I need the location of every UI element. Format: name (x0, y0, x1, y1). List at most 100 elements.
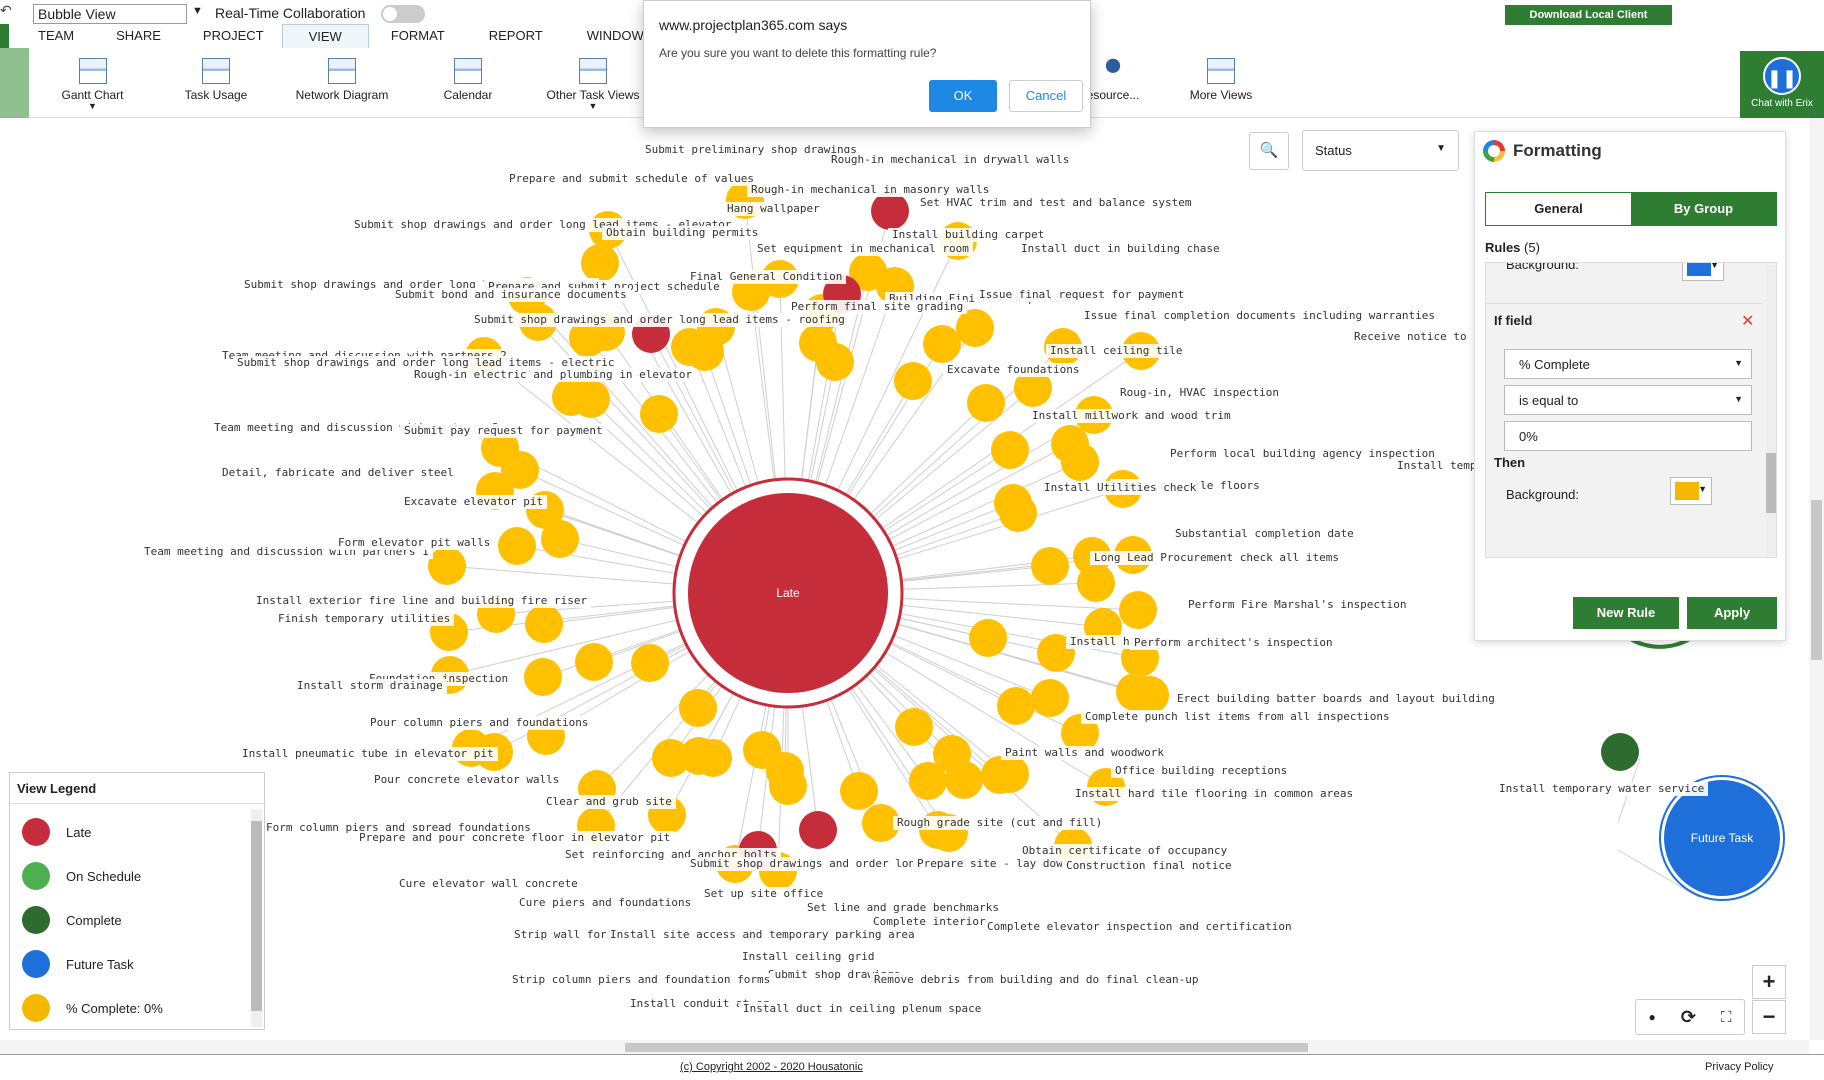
task-bubble[interactable] (1119, 591, 1157, 629)
bubble-canvas[interactable]: Late Future Task Submit preliminary shop … (0, 118, 1824, 1058)
fullscreen-icon[interactable]: ⛶ (1720, 1008, 1732, 1026)
task-bubble[interactable] (428, 547, 466, 585)
close-icon[interactable]: ✕ (1741, 313, 1755, 330)
task-label: Long Lead Procurement check all items (1090, 551, 1344, 565)
realtime-toggle[interactable] (381, 5, 425, 23)
task-bubble[interactable] (743, 731, 781, 769)
zoom-out-button[interactable]: − (1752, 1000, 1786, 1034)
rules-scrollbar[interactable] (1766, 265, 1776, 555)
future-group-bubble[interactable] (1664, 780, 1780, 896)
download-local-client-button[interactable]: Download Local Client (1505, 5, 1672, 25)
menu-share[interactable]: SHARE (116, 28, 161, 43)
horizontal-scrollbar-thumb[interactable] (625, 1043, 1308, 1052)
menu-project[interactable]: PROJECT (202, 28, 264, 43)
background-color-picker-top[interactable]: ▼ (1682, 263, 1724, 281)
legend-scrollbar-thumb[interactable] (251, 821, 262, 1011)
view-select[interactable]: Bubble View (33, 4, 187, 24)
task-bubble[interactable] (816, 343, 854, 381)
late-group-bubble[interactable] (688, 493, 888, 693)
task-bubble[interactable] (1031, 547, 1069, 585)
task-bubble[interactable] (694, 739, 732, 777)
task-bubble[interactable] (997, 687, 1035, 725)
network-diagram-button[interactable]: Network Diagram (292, 58, 392, 102)
task-usage-button[interactable]: Task Usage (180, 58, 252, 102)
menu-report[interactable]: REPORT (488, 28, 543, 43)
task-bubble[interactable] (923, 325, 961, 363)
task-bubble[interactable] (862, 804, 900, 842)
cancel-button[interactable]: Cancel (1009, 80, 1083, 112)
value-input-text: 0% (1519, 429, 1538, 444)
task-bubble-complete[interactable] (1601, 733, 1639, 771)
resource-label: esource... (1086, 88, 1140, 102)
background-color-picker[interactable]: ▼ (1670, 477, 1712, 505)
task-label: Rough grade site (cut and fill) (893, 816, 1107, 830)
task-bubble[interactable] (956, 309, 994, 347)
task-bubble[interactable] (1116, 673, 1154, 711)
formatting-title: Formatting (1513, 141, 1602, 160)
task-bubble[interactable] (640, 395, 678, 433)
task-bubble[interactable] (575, 643, 613, 681)
ok-button[interactable]: OK (929, 80, 997, 112)
field-select[interactable]: % Complete ▼ (1504, 349, 1752, 379)
task-bubble[interactable] (1061, 443, 1099, 481)
legend-label: Future Task (66, 956, 134, 972)
copyright-link[interactable]: (c) Copyright 2002 - 2020 Housatonic (680, 1061, 863, 1073)
task-bubble[interactable] (1037, 634, 1075, 672)
task-bubble[interactable] (581, 244, 619, 282)
task-bubble[interactable] (501, 451, 539, 489)
rules-scrollbar-thumb[interactable] (1766, 453, 1776, 513)
menu-format[interactable]: FORMAT (390, 28, 445, 43)
vertical-scrollbar-thumb[interactable] (1811, 500, 1822, 660)
more-views-button[interactable]: More Views (1188, 58, 1254, 102)
refresh-icon[interactable]: ⟳ (1680, 1006, 1696, 1027)
menu-team[interactable]: TEAM (38, 28, 75, 43)
task-bubble[interactable] (569, 319, 607, 357)
menu-window[interactable]: WINDOW (586, 28, 644, 43)
tab-by-group[interactable]: By Group (1631, 193, 1776, 225)
status-select[interactable]: Status ▼ (1302, 130, 1459, 171)
value-input[interactable]: 0% (1504, 421, 1752, 451)
task-bubble-late[interactable] (799, 811, 837, 849)
task-bubble[interactable] (840, 772, 878, 810)
calendar-button[interactable]: Calendar (440, 58, 496, 102)
center-icon[interactable]: ● (1648, 1010, 1656, 1024)
task-bubble[interactable] (981, 756, 1019, 794)
task-bubble[interactable] (967, 384, 1005, 422)
task-bubble[interactable] (895, 708, 933, 746)
task-bubble[interactable] (945, 761, 983, 799)
task-bubble[interactable] (969, 619, 1007, 657)
task-bubble[interactable] (1031, 679, 1069, 717)
rules-list[interactable]: Background: ▼ If field ✕ % Complete ▼ is… (1485, 262, 1777, 558)
task-bubble[interactable] (631, 644, 669, 682)
task-bubble[interactable] (652, 739, 690, 777)
undo-icon[interactable]: ↶ (0, 2, 12, 18)
task-bubble[interactable] (991, 431, 1029, 469)
resource-views-button[interactable]: esource... (1082, 58, 1144, 102)
task-bubble[interactable] (999, 494, 1037, 532)
menu-view[interactable]: VIEW (281, 24, 369, 48)
task-bubble[interactable] (524, 658, 562, 696)
apply-button[interactable]: Apply (1687, 597, 1777, 629)
task-bubble[interactable] (525, 605, 563, 643)
task-bubble[interactable] (572, 380, 610, 418)
tab-general[interactable]: General (1486, 193, 1631, 225)
task-bubble[interactable] (686, 333, 724, 371)
new-rule-button[interactable]: New Rule (1573, 597, 1679, 629)
gantt-chart-button[interactable]: Gantt Chart ▼ (55, 58, 130, 111)
task-bubble[interactable] (541, 520, 579, 558)
chevron-down-icon[interactable]: ▼ (192, 5, 203, 17)
task-bubble[interactable] (498, 527, 536, 565)
view-legend: View Legend Late On Schedule Complete Fu… (9, 772, 266, 1030)
privacy-policy-link[interactable]: Privacy Policy (1705, 1061, 1774, 1073)
operator-select[interactable]: is equal to ▼ (1504, 385, 1752, 415)
task-bubble[interactable] (1077, 564, 1115, 602)
chat-button[interactable]: ❚❚ Chat with Erix (1740, 51, 1824, 118)
other-task-views-button[interactable]: Other Task Views ▼ (545, 58, 641, 111)
task-bubble[interactable] (679, 689, 717, 727)
search-button[interactable]: 🔍 (1249, 132, 1289, 170)
task-bubble-late[interactable] (871, 192, 909, 230)
zoom-in-button[interactable]: + (1752, 965, 1786, 999)
task-bubble[interactable] (894, 362, 932, 400)
task-bubble[interactable] (909, 762, 947, 800)
task-bubble[interactable] (1014, 369, 1052, 407)
